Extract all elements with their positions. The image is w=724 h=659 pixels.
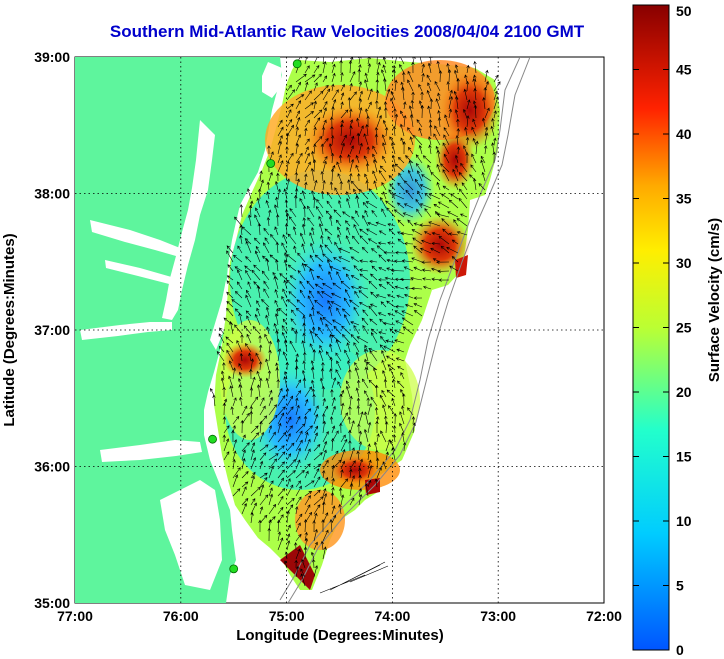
radar-station-marker <box>266 159 276 168</box>
x-axis-label: Longitude (Degrees:Minutes) <box>236 627 444 644</box>
colorbar-tick-label: 25 <box>676 320 692 336</box>
pamlico-sound <box>160 480 222 590</box>
y-tick-label: 35:00 <box>34 595 70 611</box>
y-tick-label: 37:00 <box>34 322 70 338</box>
radar-station-marker <box>229 564 239 574</box>
grid-lines <box>75 57 604 603</box>
eastern-shore-sound <box>210 280 228 350</box>
chesapeake-bay <box>162 120 215 320</box>
y-axis-ticks: 39:00 38:00 37:00 36:00 35:00 <box>34 49 70 611</box>
colorbar-tick-label: 30 <box>676 255 692 271</box>
colorbar-tick-label: 15 <box>676 449 692 465</box>
colorbar-tick-label: 45 <box>676 62 692 78</box>
colorbar-tick-label: 10 <box>676 513 692 529</box>
rappahannock-river <box>105 260 175 285</box>
velocity-vectors <box>210 57 501 594</box>
albemarle-sound <box>100 440 202 462</box>
y-tick-label: 38:00 <box>34 186 70 202</box>
x-tick-label: 75:00 <box>269 608 305 624</box>
fast-core-north <box>305 105 395 175</box>
colorbar-tick-label: 5 <box>676 578 684 594</box>
colorbar-label: Surface Velocity (cm/s) <box>706 218 723 382</box>
slow-core-north <box>280 235 370 365</box>
x-tick-label: 77:00 <box>57 608 93 624</box>
radar-station-marker <box>208 434 217 444</box>
x-axis-ticks: 77:00 76:00 75:00 74:00 73:00 72:00 <box>57 608 622 624</box>
x-tick-label: 76:00 <box>163 608 199 624</box>
colorbar-tick-label: 0 <box>676 642 684 658</box>
vector-arrows <box>210 57 501 594</box>
radar-stations <box>208 59 302 574</box>
map-title: Southern Mid-Atlantic Raw Velocities 200… <box>109 22 585 41</box>
fast-core-east <box>435 130 475 190</box>
y-tick-label: 36:00 <box>34 459 70 475</box>
y-axis-label: Latitude (Degrees:Minutes) <box>1 233 18 426</box>
colorbar-tick-label: 40 <box>676 126 692 142</box>
x-tick-label: 72:00 <box>586 608 622 624</box>
colorbar-tick-label: 20 <box>676 384 692 400</box>
colorbar-ticks: 0 5 10 15 20 25 30 35 40 45 50 <box>633 3 692 658</box>
yellow-band-east <box>340 350 420 450</box>
x-tick-label: 74:00 <box>374 608 410 624</box>
colorbar-tick-label: 35 <box>676 191 692 207</box>
potomac-river <box>90 220 185 258</box>
james-river <box>80 322 172 340</box>
orange-zone-southwest <box>295 490 345 550</box>
colorbar-tick-label: 50 <box>676 3 692 19</box>
radar-station-marker <box>292 59 302 69</box>
y-tick-label: 39:00 <box>34 49 70 65</box>
x-tick-label: 73:00 <box>480 608 516 624</box>
colorbar: 0 5 10 15 20 25 30 35 40 45 50 Surface Velocity (c… <box>632 3 723 658</box>
delaware-bay <box>262 62 282 98</box>
